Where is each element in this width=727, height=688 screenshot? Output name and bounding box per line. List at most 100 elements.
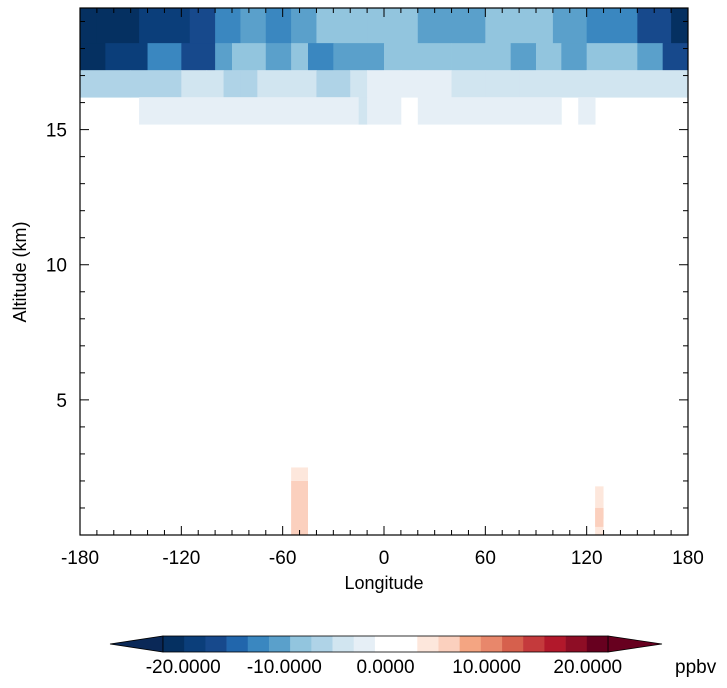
colorbar-swatch (184, 636, 206, 652)
heatmap-cell (291, 8, 317, 44)
heatmap-cell (417, 70, 452, 98)
x-tick-label: 0 (379, 548, 390, 569)
colorbar-swatch (396, 636, 418, 652)
heatmap-cell (552, 8, 588, 44)
heatmap-cell (485, 70, 520, 98)
x-axis-ticks (79, 8, 689, 535)
colorbar-swatch (311, 636, 333, 652)
colorbar-swatch (523, 636, 545, 652)
heatmap-cell (451, 70, 486, 98)
colorbar-swatch (565, 636, 588, 652)
heatmap-cell (240, 8, 267, 44)
colorbar-swatch (247, 636, 270, 652)
heatmap-cell (291, 43, 309, 71)
heatmap-cell (586, 70, 689, 98)
colorbar-under-triangle (109, 635, 164, 653)
heatmap-cell (308, 43, 334, 71)
heatmap-cell (265, 491, 275, 535)
x-tick-label: 180 (672, 548, 704, 569)
heatmap-cell (367, 70, 402, 98)
heatmap-cell (451, 43, 486, 71)
colorbar-swatch (332, 636, 355, 652)
x-tick-label: -120 (162, 548, 200, 569)
heatmap-cell (333, 43, 385, 71)
heatmap-cell (80, 43, 106, 71)
heatmap-cell (586, 8, 638, 44)
colorbar-tick-label: 10.0000 (452, 657, 521, 678)
colorbar-swatch (226, 636, 249, 652)
colorbar-tick-label: 20.0000 (553, 657, 622, 678)
heatmap-cell (282, 70, 317, 98)
heatmap-cell (662, 43, 689, 71)
heatmap-cell (603, 518, 612, 535)
heatmap-cell (460, 518, 469, 535)
heatmap-cell (637, 8, 672, 44)
colorbar-swatch (163, 636, 185, 652)
heatmap-cell (595, 507, 604, 527)
heatmap-cell (485, 43, 512, 71)
heatmap-cell (291, 480, 308, 535)
heatmap-cell (189, 8, 216, 44)
colorbar-swatch (374, 636, 397, 652)
colorbar-swatch (290, 636, 312, 652)
heatmap-cells (80, 8, 689, 535)
heatmap-cell (215, 43, 233, 71)
heatmap-cell (308, 470, 317, 535)
heatmap-cell (181, 70, 208, 98)
x-tick-label: -60 (269, 548, 296, 569)
heatmap-cell (96, 8, 140, 44)
heatmap-cell (316, 70, 351, 98)
y-tick-label: 5 (56, 391, 67, 412)
x-axis-label: Longitude (344, 573, 423, 593)
heatmap-cell (80, 8, 98, 44)
heatmap-cell (350, 70, 368, 98)
y-axis-label: Altitude (km) (10, 221, 30, 322)
colorbar-swatch (417, 636, 439, 652)
heatmap-cell (586, 494, 596, 535)
heatmap-cell (367, 97, 402, 125)
colorbar-tick-labels: -20.0000 -10.0000 0.0000 10.0000 20.0000 (146, 657, 622, 678)
heatmap-cell (291, 467, 308, 481)
heatmap-cell (578, 507, 587, 517)
heatmap-cell (485, 8, 554, 44)
colorbar-tick-label: -20.0000 (146, 657, 221, 678)
colorbar-tick-label: -10.0000 (247, 657, 322, 678)
heatmap-cell (671, 8, 689, 44)
heatmap-cell (265, 8, 292, 44)
colorbar-tick-label: 0.0000 (356, 657, 414, 678)
colorbar-swatch (586, 636, 609, 652)
x-axis-tick-labels: -180 -120 -60 0 60 120 180 (61, 548, 704, 569)
heatmap-cell (417, 8, 486, 44)
heatmap-cell (257, 70, 284, 98)
heatmap-cell (215, 8, 241, 44)
colorbar-swatch (502, 636, 524, 652)
heatmap-cell (147, 43, 182, 71)
heatmap-cell (130, 70, 182, 98)
colorbar-frame (162, 635, 609, 653)
heatmap-cell (358, 97, 368, 125)
heatmap-cell (561, 43, 588, 71)
heatmap-cell (384, 43, 452, 71)
y-axis-ticks (80, 21, 688, 509)
colorbar-swatch (459, 636, 482, 652)
y-tick-label: 10 (46, 256, 67, 277)
heatmap-cell (265, 43, 292, 71)
heatmap-cell (105, 43, 148, 71)
heatmap-cell (206, 70, 224, 98)
colorbar-swatch (544, 636, 566, 652)
heatmap-cell (257, 459, 266, 535)
heatmap-cell (274, 507, 283, 535)
heatmap-cell (223, 70, 241, 98)
heatmap-cell (400, 70, 419, 98)
heatmap-cell (139, 8, 191, 44)
colorbar-unit-label: ppbv (675, 657, 717, 678)
heatmap-cell (367, 8, 419, 44)
x-tick-label: 120 (571, 548, 603, 569)
heatmap-cell (552, 70, 588, 98)
colorbar-over-triangle (607, 635, 663, 653)
heatmap-cell (417, 97, 562, 125)
y-axis-tick-labels: 5 10 15 (46, 121, 67, 412)
heatmap-cell (586, 43, 638, 71)
heatmap-cell (232, 43, 267, 71)
heatmap-cell (536, 43, 562, 71)
